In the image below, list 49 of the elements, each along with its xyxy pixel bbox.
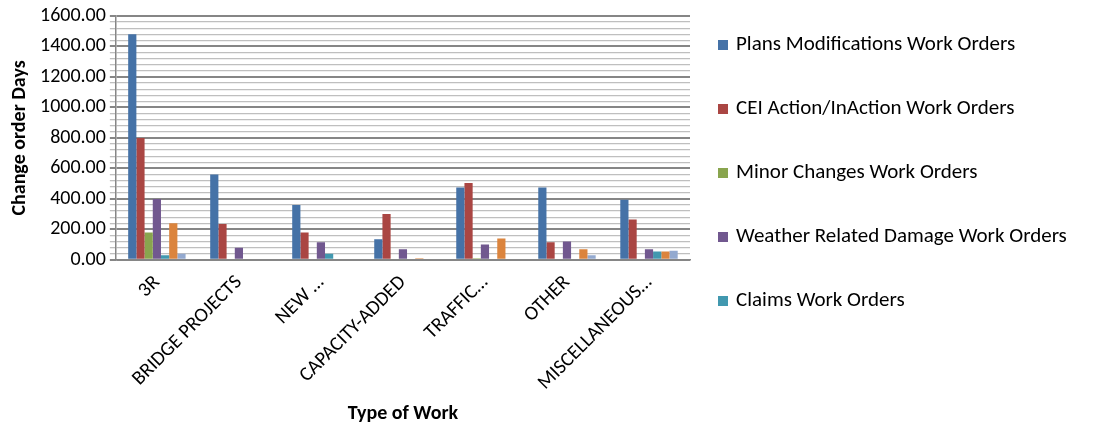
bar — [316, 242, 326, 259]
legend-label: Claims Work Orders — [736, 286, 905, 312]
legend-label: Minor Changes Work Orders — [736, 158, 978, 184]
bar — [136, 137, 145, 259]
legend-label: CEI Action/InAction Work Orders — [736, 94, 1015, 120]
bar — [210, 174, 219, 259]
y-tick-label: 400.00 — [50, 184, 106, 209]
y-tick-label: 1400.00 — [39, 32, 106, 57]
bar — [160, 255, 170, 259]
y-tick-label: 800.00 — [50, 123, 106, 148]
bar — [300, 232, 309, 259]
legend-label: Plans Modifications Work Orders — [736, 30, 1016, 56]
bar — [628, 219, 637, 259]
bar — [292, 204, 301, 259]
y-axis-title: Change order Days — [6, 60, 30, 216]
bar — [398, 249, 408, 259]
y-tick-label: 1200.00 — [39, 62, 106, 87]
bar — [644, 249, 654, 259]
bar — [497, 238, 506, 259]
bar — [152, 198, 161, 259]
bar — [620, 199, 629, 259]
bar — [382, 214, 391, 259]
y-tick-label: 1600.00 — [39, 2, 106, 26]
bar — [374, 239, 383, 259]
y-tick-label: 0.00 — [70, 245, 106, 270]
bar — [579, 249, 588, 259]
legend-label: Weather Related Damage Work Orders — [736, 222, 1067, 248]
bar — [538, 187, 547, 259]
bar — [653, 251, 662, 259]
y-tick-label: 200.00 — [50, 215, 106, 240]
bar — [218, 224, 227, 259]
bar — [144, 232, 153, 259]
y-tick-label: 1000.00 — [39, 93, 106, 118]
bar — [456, 187, 465, 259]
bar — [169, 223, 178, 259]
bar — [661, 251, 670, 259]
x-axis-title: Type of Work — [347, 400, 459, 424]
bar — [480, 244, 490, 259]
bar — [464, 182, 473, 259]
bar — [128, 34, 137, 259]
x-tick-label: 3R — [132, 269, 165, 302]
bar — [562, 241, 572, 259]
bar — [234, 247, 243, 259]
bar — [546, 242, 555, 259]
bar — [669, 250, 678, 259]
y-tick-label: 600.00 — [50, 154, 106, 179]
bar — [325, 253, 334, 259]
bar — [587, 255, 596, 259]
bar — [177, 253, 186, 259]
